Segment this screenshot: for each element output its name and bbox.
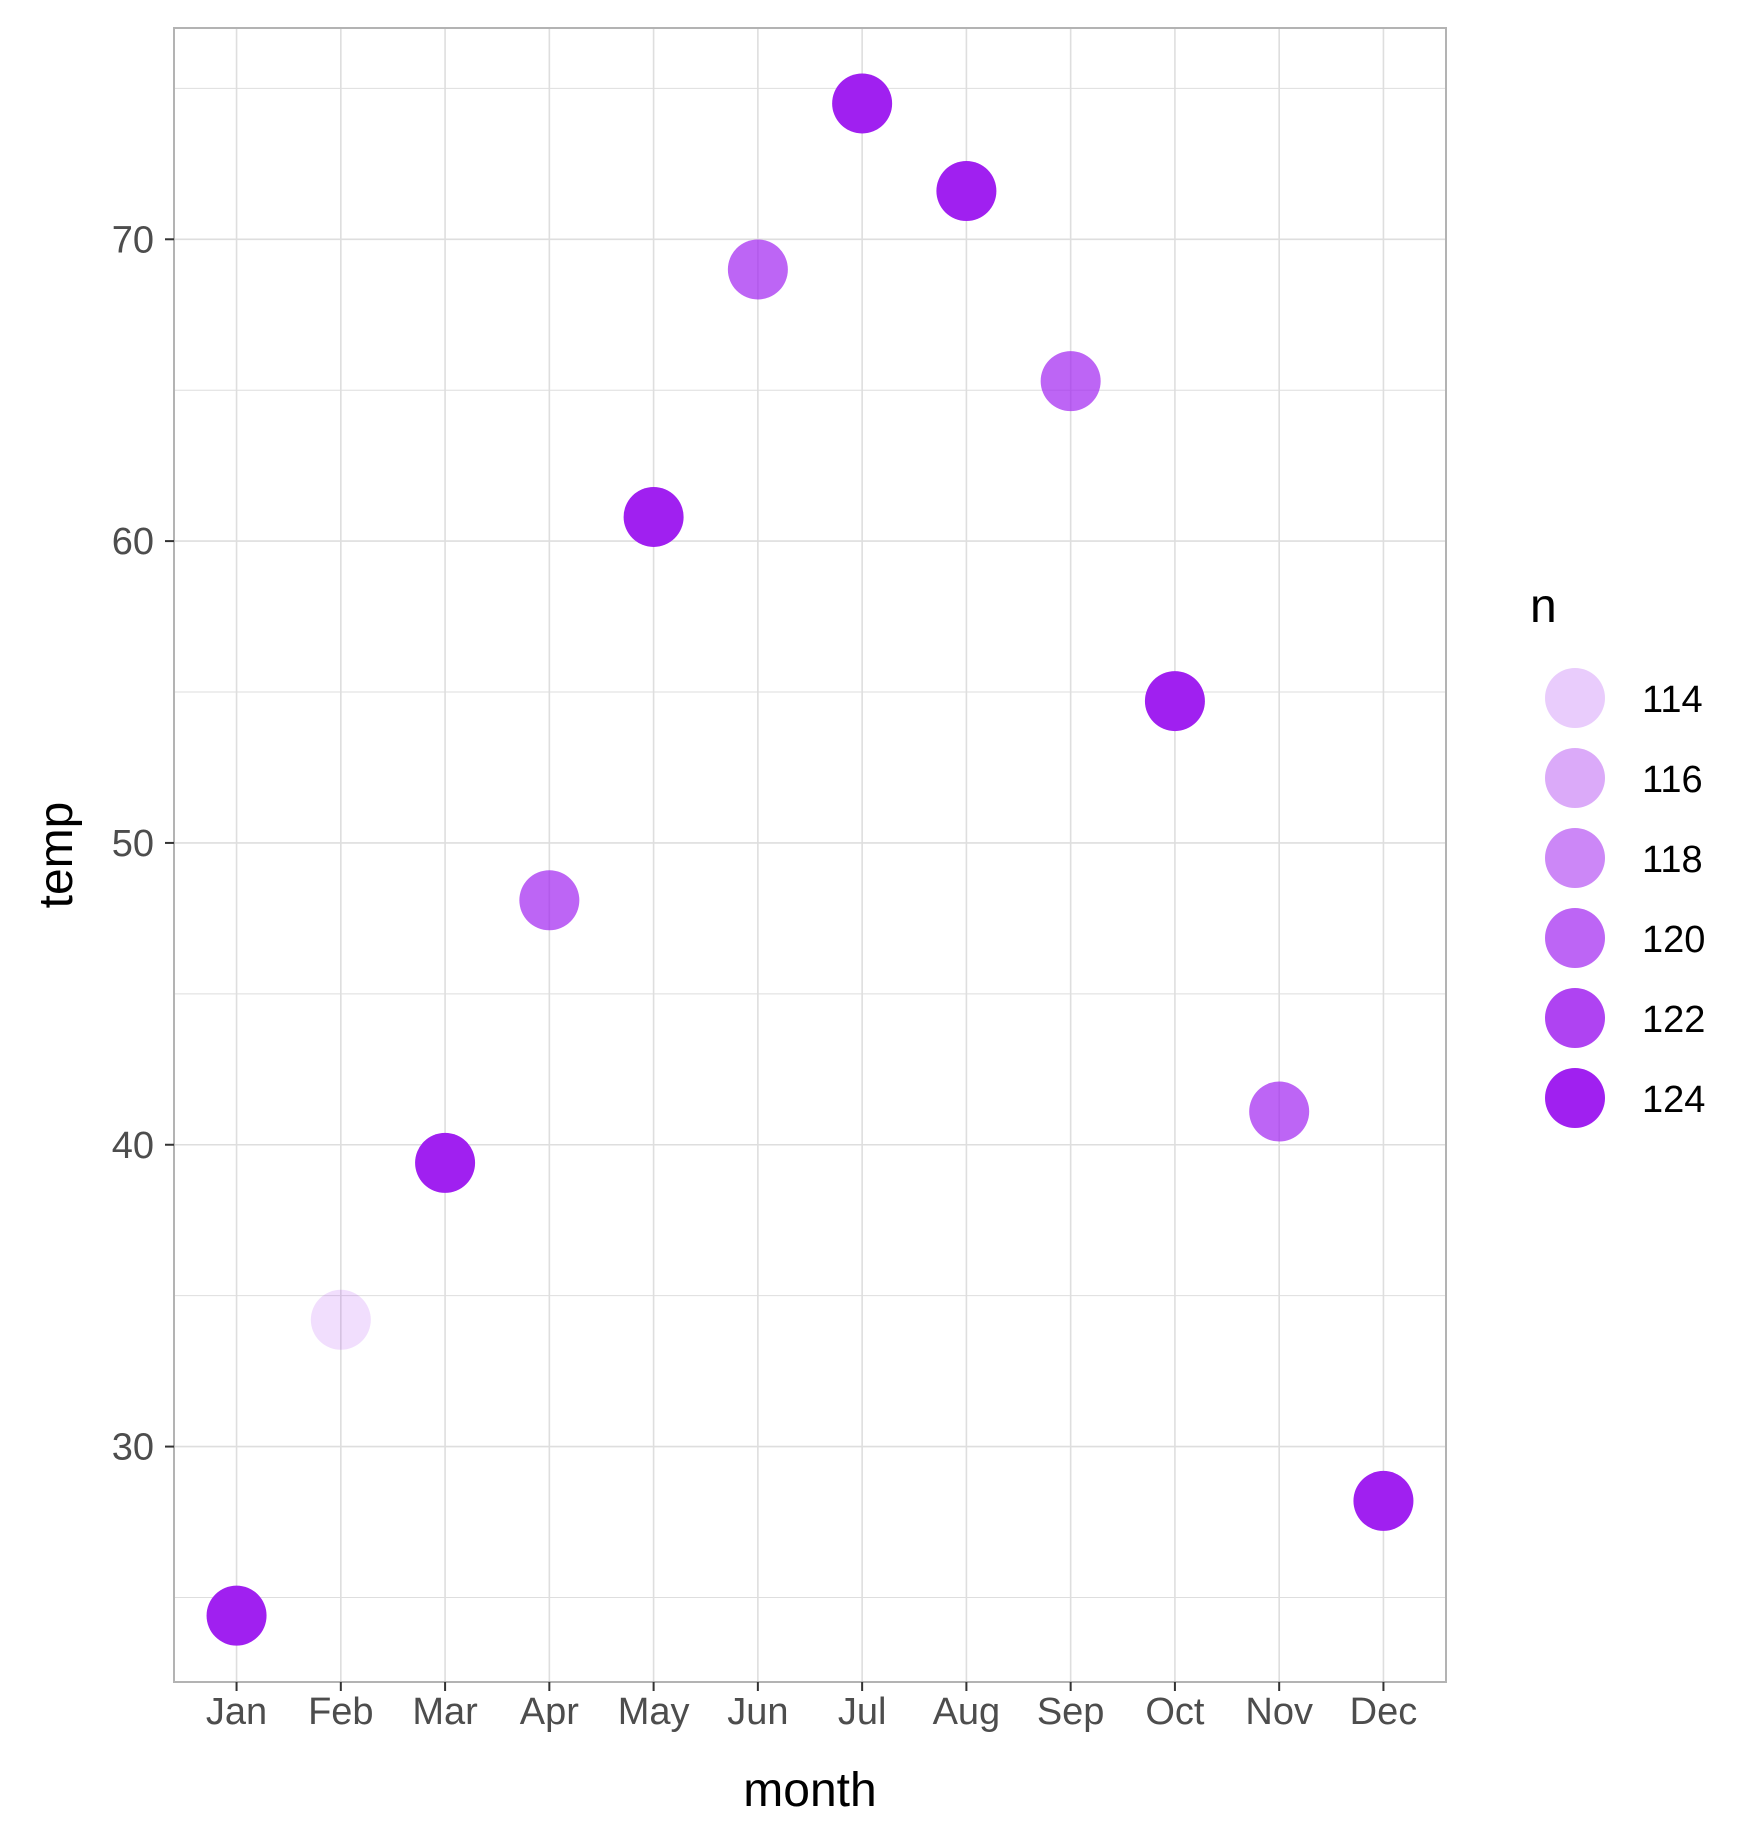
legend-key <box>1545 748 1605 808</box>
grid-major <box>174 28 1446 1682</box>
legend-entries: 114 116 118 120 122 124 <box>1545 668 1705 1128</box>
legend-label: 114 <box>1642 679 1703 721</box>
x-tick-label: Aug <box>933 1691 1001 1733</box>
y-axis-title: temp <box>30 802 83 909</box>
x-tick-label: Sep <box>1037 1691 1105 1733</box>
legend-label: 120 <box>1642 919 1705 961</box>
y-tick-label: 50 <box>112 823 154 865</box>
data-point <box>206 1585 267 1646</box>
legend-key <box>1545 1068 1605 1128</box>
y-tick-label: 70 <box>112 219 154 261</box>
legend-key <box>1545 988 1605 1048</box>
legend-key <box>1545 908 1605 968</box>
x-tick-label: Apr <box>520 1691 579 1733</box>
legend-label: 118 <box>1642 839 1703 881</box>
data-point <box>623 486 684 547</box>
y-axis: 30 40 50 60 70 <box>112 219 174 1469</box>
data-point <box>1040 351 1101 412</box>
x-tick-label: Jun <box>727 1691 788 1733</box>
legend-key <box>1545 828 1605 888</box>
data-point <box>415 1132 476 1193</box>
legend-key <box>1545 668 1605 728</box>
data-point <box>727 239 788 300</box>
data-point <box>519 870 580 931</box>
grid-minor <box>174 87 1446 1598</box>
panel-border <box>173 27 1447 1683</box>
x-tick-label: Feb <box>308 1691 373 1733</box>
y-tick-label: 40 <box>112 1125 154 1167</box>
data-point <box>832 73 893 134</box>
x-tick-label: May <box>618 1691 690 1733</box>
legend-label: 124 <box>1642 1079 1705 1121</box>
y-tick-label: 60 <box>112 521 154 563</box>
y-tick-label: 30 <box>112 1427 154 1469</box>
legend-label: 122 <box>1642 999 1705 1041</box>
data-point <box>310 1289 371 1350</box>
x-tick-label: Dec <box>1350 1691 1418 1733</box>
data-point <box>936 160 997 221</box>
data-point <box>1144 671 1205 732</box>
legend: n 114 116 118 120 122 124 <box>1530 580 1705 1128</box>
x-tick-label: Jan <box>206 1691 267 1733</box>
x-axis: Jan Feb Mar Apr May Jun Jul Aug Sep Oct Nov Dec <box>206 1682 1417 1733</box>
x-tick-label: Jul <box>838 1691 887 1733</box>
points-layer <box>206 73 1414 1646</box>
legend-label: 116 <box>1642 759 1703 801</box>
x-axis-title: month <box>743 1764 876 1817</box>
x-tick-label: Mar <box>412 1691 478 1733</box>
x-tick-label: Nov <box>1245 1691 1313 1733</box>
legend-title: n <box>1530 580 1557 633</box>
data-point <box>1249 1081 1310 1142</box>
x-tick-label: Oct <box>1145 1691 1205 1733</box>
data-point <box>1353 1470 1414 1531</box>
